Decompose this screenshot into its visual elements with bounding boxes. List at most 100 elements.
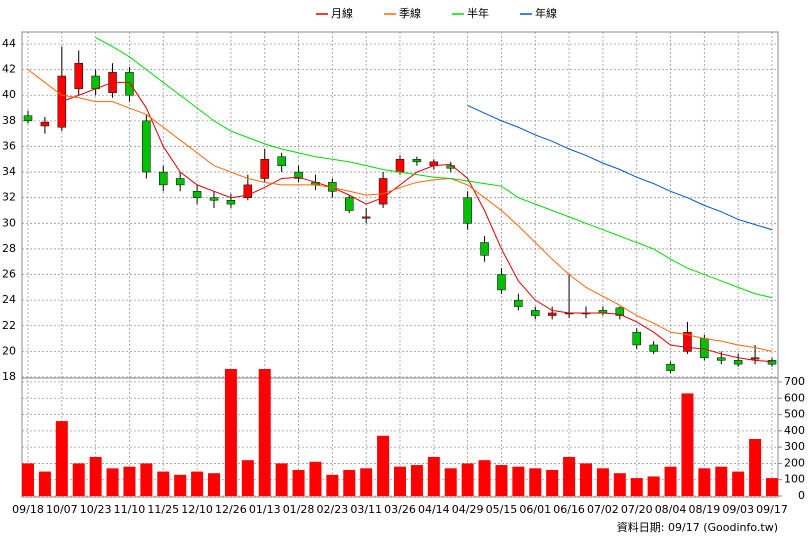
volume-bar — [478, 460, 491, 496]
x-tick-label: 01/28 — [283, 503, 315, 516]
candle-body — [378, 178, 388, 205]
ma-line — [467, 105, 773, 231]
ma-line — [95, 37, 773, 299]
volume-bar — [123, 466, 136, 496]
candle-body — [463, 197, 472, 224]
volume-bar — [732, 471, 745, 496]
volume-bar — [546, 469, 559, 496]
x-tick-label: 06/16 — [553, 503, 585, 516]
volume-bar — [174, 474, 187, 496]
y-tick-label: 42 — [2, 63, 16, 76]
x-tick-label: 12/26 — [215, 503, 247, 516]
volume-bar — [157, 471, 170, 496]
candle-body — [666, 363, 675, 371]
volume-bar — [292, 469, 305, 496]
x-tick-label: 03/11 — [350, 503, 382, 516]
candle-body — [125, 71, 134, 96]
candle-body — [294, 171, 303, 179]
y2-tick-label: 200 — [784, 456, 805, 469]
candle-body — [683, 331, 692, 352]
candle-body — [40, 121, 50, 127]
candle-body — [159, 171, 168, 186]
volume-bar — [613, 473, 626, 496]
volume-bar — [38, 471, 51, 496]
candle-body — [767, 360, 777, 365]
candle-body — [733, 360, 743, 365]
candle-body — [361, 216, 371, 219]
candle-body — [750, 357, 760, 360]
volume-bar — [664, 466, 677, 496]
candle-body — [345, 197, 354, 211]
volume-bar — [22, 463, 34, 496]
footer: 資料日期: 09/17 (Goodinfo.tw) — [617, 520, 778, 534]
y-tick-label: 26 — [2, 268, 16, 281]
y-tick-label: 28 — [2, 242, 16, 255]
volume-bar — [55, 421, 68, 496]
y-tick-label: 22 — [2, 319, 16, 332]
candle-body — [226, 200, 236, 205]
candle-body — [531, 310, 540, 316]
candle-body — [175, 178, 185, 186]
volume-bar — [563, 456, 576, 496]
y2-tick-label: 500 — [784, 408, 805, 421]
x-tick-label: 11/10 — [114, 503, 146, 516]
y-tick-label: 18 — [2, 370, 16, 383]
candle-body — [547, 312, 557, 316]
candle-body — [649, 344, 658, 352]
volume-bar — [529, 468, 542, 496]
x-tick-label: 02/23 — [317, 503, 349, 516]
volume-bar — [749, 439, 762, 496]
volume-bar — [377, 435, 390, 496]
volume-bar — [326, 474, 339, 496]
x-tick-label: 06/01 — [519, 503, 551, 516]
volume-bar — [461, 463, 474, 496]
volume-bar — [596, 468, 609, 496]
x-tick-label: 09/18 — [12, 503, 44, 516]
volume-bar — [444, 468, 457, 496]
x-tick-label: 04/29 — [452, 503, 484, 516]
y-tick-label: 40 — [2, 88, 16, 101]
y-tick-label: 38 — [2, 114, 16, 127]
y2-tick-label: 100 — [784, 473, 805, 486]
x-tick-label: 09/03 — [722, 503, 754, 516]
x-tick-label: 10/07 — [46, 503, 78, 516]
candle-body — [142, 120, 151, 173]
volume-bar — [89, 456, 102, 496]
x-tick-label: 08/19 — [689, 503, 721, 516]
x-tick-label: 01/13 — [249, 503, 281, 516]
volume-bar — [208, 473, 220, 496]
candle-body — [446, 165, 455, 169]
y-tick-label: 30 — [2, 216, 16, 229]
x-tick-label: 08/04 — [655, 503, 687, 516]
volume-bar — [241, 460, 254, 496]
volume-bar — [224, 368, 237, 496]
volume-bar — [495, 465, 508, 496]
volume-bar — [698, 468, 711, 496]
y-tick-label: 20 — [2, 344, 16, 357]
volume-bar — [191, 471, 204, 496]
volume-bar — [106, 468, 119, 496]
candle-body — [480, 242, 489, 256]
legend-label: 季線 — [399, 6, 421, 20]
x-tick-label: 09/17 — [756, 503, 788, 516]
candle-body — [209, 197, 219, 201]
candle-body — [91, 75, 100, 90]
candle-body — [514, 299, 523, 307]
candle-body — [57, 75, 67, 128]
y-tick-label: 36 — [2, 139, 16, 152]
volume-bar — [258, 368, 271, 496]
x-tick-label: 03/26 — [384, 503, 416, 516]
candle-body — [717, 357, 726, 361]
volume-bar — [360, 468, 373, 496]
volume-bar — [512, 466, 525, 496]
x-tick-label: 07/02 — [587, 503, 619, 516]
y-tick-label: 32 — [2, 191, 16, 204]
candle-body — [243, 184, 253, 198]
y2-tick-label: 0 — [798, 489, 805, 502]
y2-tick-label: 400 — [784, 424, 805, 437]
volume-bar — [766, 478, 778, 496]
volume-bar — [647, 476, 660, 496]
candle-body — [497, 274, 506, 291]
y-tick-label: 24 — [2, 293, 16, 306]
